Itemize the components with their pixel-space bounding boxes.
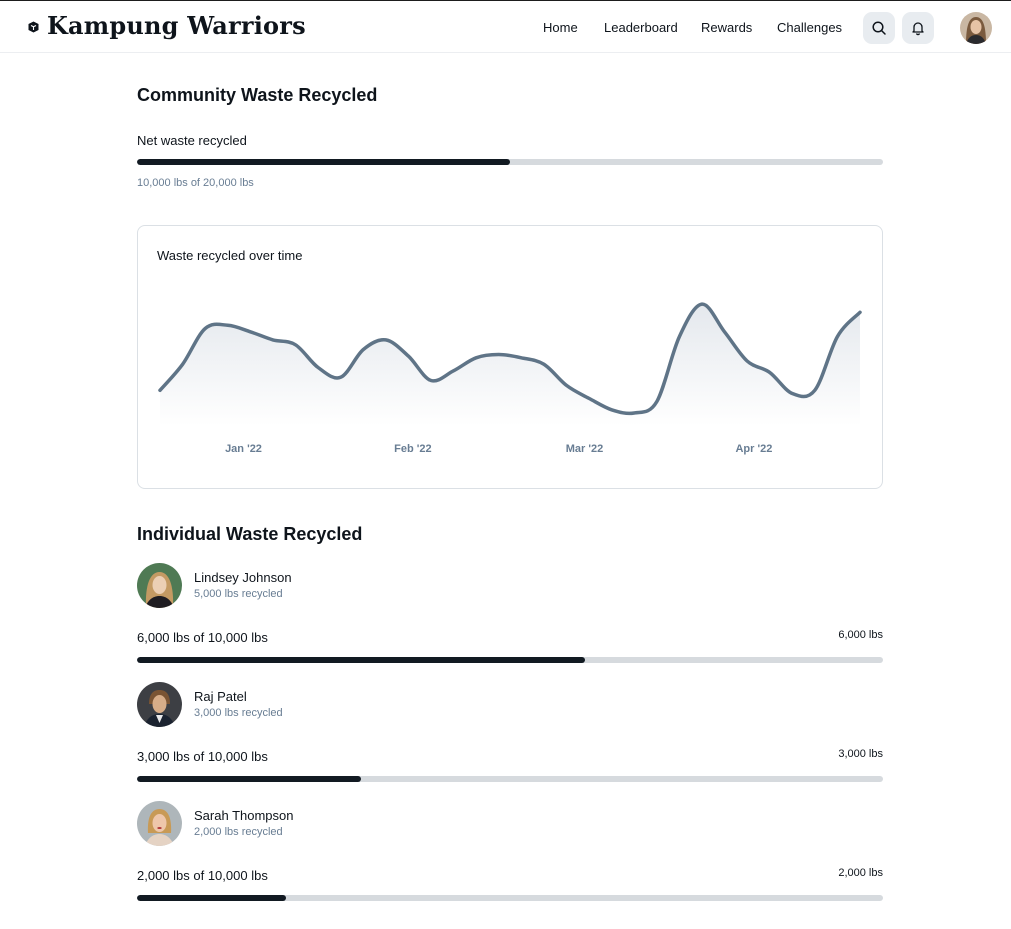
person-progress-fill-raj bbox=[137, 776, 361, 782]
person-progress-track-raj bbox=[137, 776, 883, 782]
person-amount-lindsey: 6,000 lbs bbox=[838, 629, 883, 641]
brand-name[interactable]: Kampung Warriors bbox=[47, 11, 306, 40]
notifications-button[interactable] bbox=[902, 12, 934, 44]
community-title: Community Waste Recycled bbox=[137, 85, 378, 105]
chart-x-tick-label: Mar '22 bbox=[566, 443, 603, 455]
logo-cube-icon bbox=[28, 21, 39, 33]
person-progress-track-sarah bbox=[137, 895, 883, 901]
community-progress-track bbox=[137, 159, 883, 165]
search-button[interactable] bbox=[863, 12, 895, 44]
chart-area-fill bbox=[160, 304, 860, 426]
person-progress-fill-lindsey bbox=[137, 657, 585, 663]
avatar-lindsey bbox=[137, 563, 182, 608]
person-name-raj: Raj Patel bbox=[194, 689, 247, 704]
person-sub-sarah: 2,000 lbs recycled bbox=[194, 826, 283, 838]
individual-title: Individual Waste Recycled bbox=[137, 524, 363, 544]
chart-x-tick-label: Jan '22 bbox=[225, 443, 262, 455]
person-sub-raj: 3,000 lbs recycled bbox=[194, 707, 283, 719]
chart-x-tick-label: Apr '22 bbox=[735, 443, 772, 455]
chart-x-tick-label: Feb '22 bbox=[394, 443, 431, 455]
person-amount-raj: 3,000 lbs bbox=[838, 748, 883, 760]
net-waste-label: Net waste recycled bbox=[137, 133, 247, 148]
search-icon bbox=[872, 21, 886, 35]
nav-leaderboard[interactable]: Leaderboard bbox=[604, 20, 678, 35]
nav-rewards[interactable]: Rewards bbox=[701, 20, 753, 35]
person-name-sarah: Sarah Thompson bbox=[194, 808, 294, 823]
person-progress-text-raj: 3,000 lbs of 10,000 lbs bbox=[137, 749, 268, 764]
waste-over-time-chart: Jan '22 Feb '22 Mar '22 Apr '22 bbox=[158, 302, 862, 455]
user-avatar[interactable] bbox=[960, 12, 992, 44]
community-progress-fill bbox=[137, 159, 510, 165]
nav-home[interactable]: Home bbox=[543, 20, 578, 35]
person-progress-text-sarah: 2,000 lbs of 10,000 lbs bbox=[137, 868, 268, 883]
avatar-sarah bbox=[137, 801, 182, 846]
person-sub-lindsey: 5,000 lbs recycled bbox=[194, 588, 283, 600]
top-navigation-bar: Kampung Warriors Home Leaderboard Reward… bbox=[0, 0, 1011, 53]
chart-card: Waste recycled over time Jan '22 Feb '22 M… bbox=[137, 225, 883, 489]
community-progress-text: 10,000 lbs of 20,000 lbs bbox=[137, 177, 254, 189]
person-progress-text-lindsey: 6,000 lbs of 10,000 lbs bbox=[137, 630, 268, 645]
nav-challenges[interactable]: Challenges bbox=[777, 20, 843, 35]
avatar-raj bbox=[137, 682, 182, 727]
person-name-lindsey: Lindsey Johnson bbox=[194, 570, 292, 585]
bell-icon bbox=[912, 22, 924, 36]
chart-series-line bbox=[158, 302, 862, 416]
chart-title: Waste recycled over time bbox=[157, 248, 303, 263]
person-progress-track-lindsey bbox=[137, 657, 883, 663]
person-progress-fill-sarah bbox=[137, 895, 287, 901]
person-amount-sarah: 2,000 lbs bbox=[838, 867, 883, 879]
